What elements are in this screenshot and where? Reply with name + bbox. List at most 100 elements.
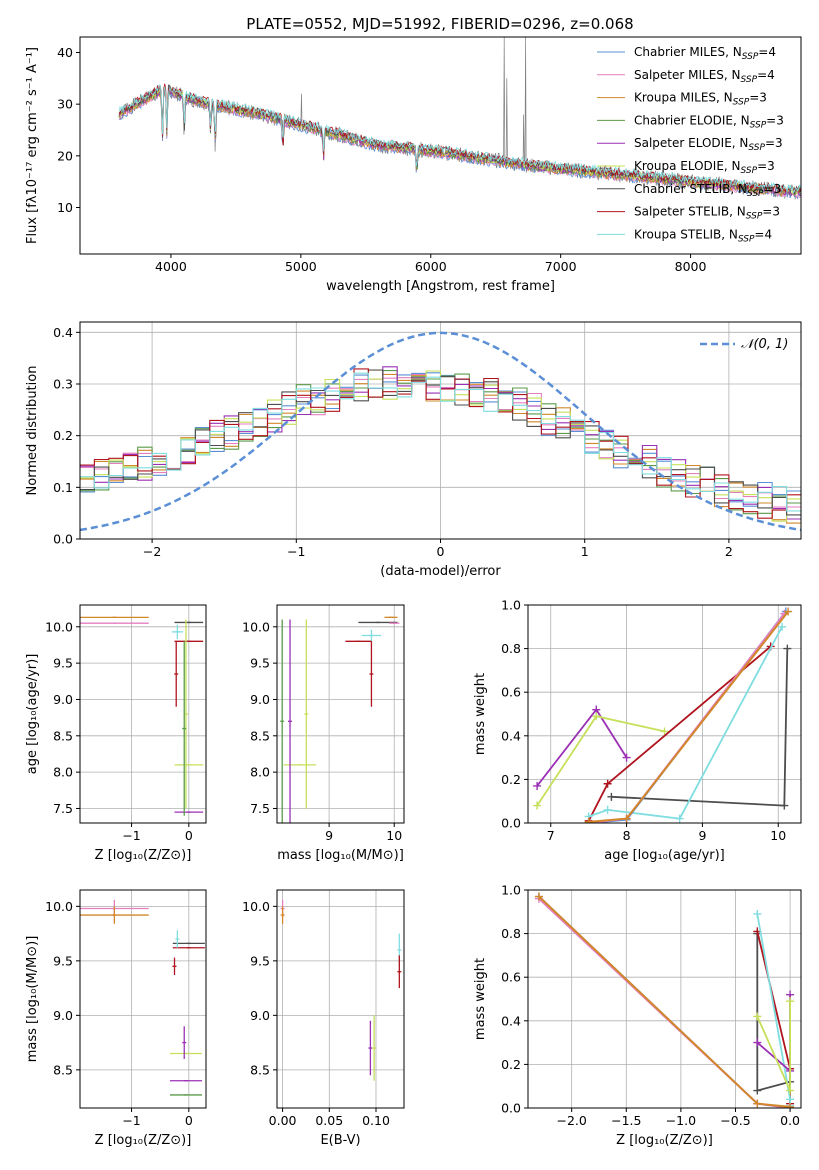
y-axis-label: mass weight — [473, 673, 488, 755]
x-axis-label: wavelength [Angstrom, rest frame] — [326, 279, 555, 294]
legend-entry: Salpeter STELIB, NSSP=3 — [634, 205, 780, 222]
plot-area-age-weight — [528, 605, 801, 823]
y-tick-label: 20 — [57, 148, 73, 163]
legend-subscript: SSP — [741, 166, 758, 176]
errorbar-point — [174, 641, 179, 707]
errorbar-point — [372, 1015, 377, 1081]
legend-subscript: SSP — [746, 212, 763, 222]
legend-entry: Salpeter ELODIE, NSSP=3 — [634, 136, 783, 153]
x-tick-label: 0 — [185, 828, 193, 843]
y-tick-label: 8.0 — [250, 765, 270, 780]
y-tick-label: 0.4 — [501, 728, 521, 743]
weight-marker — [675, 814, 684, 823]
weight-marker — [783, 644, 792, 653]
y-tick-label: 1.0 — [501, 598, 521, 613]
errorbar-point — [175, 930, 180, 948]
y-tick-label: 40 — [57, 45, 73, 60]
x-tick-label: −2.0 — [557, 1113, 587, 1128]
legend-entry: Salpeter MILES, NSSP=4 — [634, 68, 775, 85]
panel-z-age: −1 0 7.5 8.0 8.5 9.0 9.5 10.0 Z [log₁₀(Z/Z⊙)] age… — [25, 604, 207, 863]
weight-marker — [753, 1038, 762, 1047]
x-tick-label: 1 — [581, 544, 589, 559]
legend-suffix: =3 — [757, 159, 775, 173]
y-axis-label: age [log₁₀(age/yr)] — [25, 654, 40, 775]
weight-marker — [660, 727, 669, 736]
residual-histogram — [80, 372, 801, 512]
y-tick-label: 0.3 — [53, 377, 73, 392]
x-tick-label: 9 — [698, 828, 706, 843]
model-spectrum — [118, 84, 801, 194]
plot-area-z-weight — [528, 890, 801, 1108]
y-tick-label: 0.2 — [501, 1057, 521, 1072]
y-tick-label: 7.5 — [250, 801, 270, 816]
errorbar-point — [280, 906, 285, 924]
normal-curve — [80, 331, 801, 532]
legend-label: Chabrier STELIB, N — [634, 182, 747, 196]
panel-ebv-mass: 0.00 0.05 0.10 8.5 9.0 9.5 10.0 E(B-V) — [242, 889, 405, 1148]
y-tick-label: 10.0 — [45, 619, 73, 634]
errorbar-point — [304, 619, 309, 809]
axes-frame — [79, 889, 207, 1109]
weight-line — [538, 895, 791, 1108]
axes-frame — [79, 604, 207, 824]
errorbar-point — [397, 955, 402, 989]
y-tick-label: 9.0 — [250, 1008, 270, 1023]
legend-entry: Chabrier MILES, NSSP=4 — [634, 45, 776, 62]
legend-label: Chabrier ELODIE, N — [634, 113, 750, 127]
x-tick-label: −2 — [143, 544, 161, 559]
weight-marker — [603, 779, 612, 788]
legend-subscript: SSP — [742, 52, 759, 62]
y-tick-label: 0.2 — [501, 772, 521, 787]
y-tick-label: 9.0 — [53, 692, 73, 707]
weight-marker — [533, 801, 542, 810]
x-tick-label: −1 — [122, 1113, 140, 1128]
legend-label: Kroupa ELODIE, N — [634, 159, 741, 173]
legend-label: Salpeter MILES, N — [634, 68, 741, 82]
weight-marker — [786, 1086, 795, 1095]
legend-entry: Chabrier ELODIE, NSSP=3 — [634, 113, 784, 130]
x-axis-label: Z [log₁₀(Z/Z⊙)] — [616, 1133, 713, 1148]
y-tick-label: 9.5 — [250, 656, 270, 671]
x-axis-label: mass [log₁₀(M/M⊙)] — [277, 848, 404, 863]
weight-marker — [603, 805, 612, 814]
x-tick-label: 10 — [386, 828, 402, 843]
x-tick-label: −1.0 — [666, 1113, 696, 1128]
x-tick-label: −1 — [287, 544, 305, 559]
panel-age-weight: 7 8 9 10 0.0 0.2 0.4 0.6 0.8 1.0 age [log₁₀(age/yr… — [473, 598, 802, 863]
legend-entry: Kroupa ELODIE, NSSP=3 — [634, 159, 775, 176]
panel-z-mass: −1 0 8.5 9.0 9.5 10.0 Z [log₁₀(Z/Z⊙)] mass [log… — [25, 889, 207, 1148]
y-tick-label: 1.0 — [501, 883, 521, 898]
y-tick-label: 0.1 — [53, 480, 73, 495]
plot-area-z-mass — [80, 890, 206, 1108]
x-tick-label: 0.00 — [269, 1113, 297, 1128]
x-tick-label: 8000 — [675, 259, 707, 274]
weight-marker — [534, 892, 543, 901]
legend-suffix: =4 — [757, 68, 775, 82]
x-tick-label: 7000 — [545, 259, 577, 274]
errorbar-point — [182, 1026, 187, 1059]
y-tick-label: 8.0 — [53, 765, 73, 780]
y-tick-label: 9.5 — [250, 953, 270, 968]
legend-subscript: SSP — [750, 120, 767, 130]
x-tick-label: 5000 — [285, 259, 317, 274]
y-tick-label: 0.0 — [53, 532, 73, 547]
errorbar-point — [288, 619, 293, 823]
y-tick-label: 10.0 — [45, 899, 73, 914]
weight-marker — [784, 607, 793, 616]
x-tick-label: 0.0 — [780, 1113, 800, 1128]
y-tick-label: 0.4 — [53, 325, 73, 340]
weight-line — [538, 897, 791, 1108]
legend-suffix: =3 — [749, 91, 767, 105]
x-axis-label: Z [log₁₀(Z/Z⊙)] — [95, 1133, 192, 1148]
errorbar-point — [80, 906, 149, 924]
errorbar-point — [280, 619, 285, 823]
y-tick-label: 10 — [57, 200, 73, 215]
y-tick-label: 8.5 — [250, 1062, 270, 1077]
axes-frame — [79, 321, 802, 540]
x-tick-label: 9 — [325, 828, 333, 843]
errorbar-point — [369, 641, 374, 707]
legend-label: Chabrier MILES, N — [634, 45, 742, 59]
x-axis-label: E(B-V) — [320, 1133, 360, 1148]
weight-line — [538, 895, 791, 1108]
